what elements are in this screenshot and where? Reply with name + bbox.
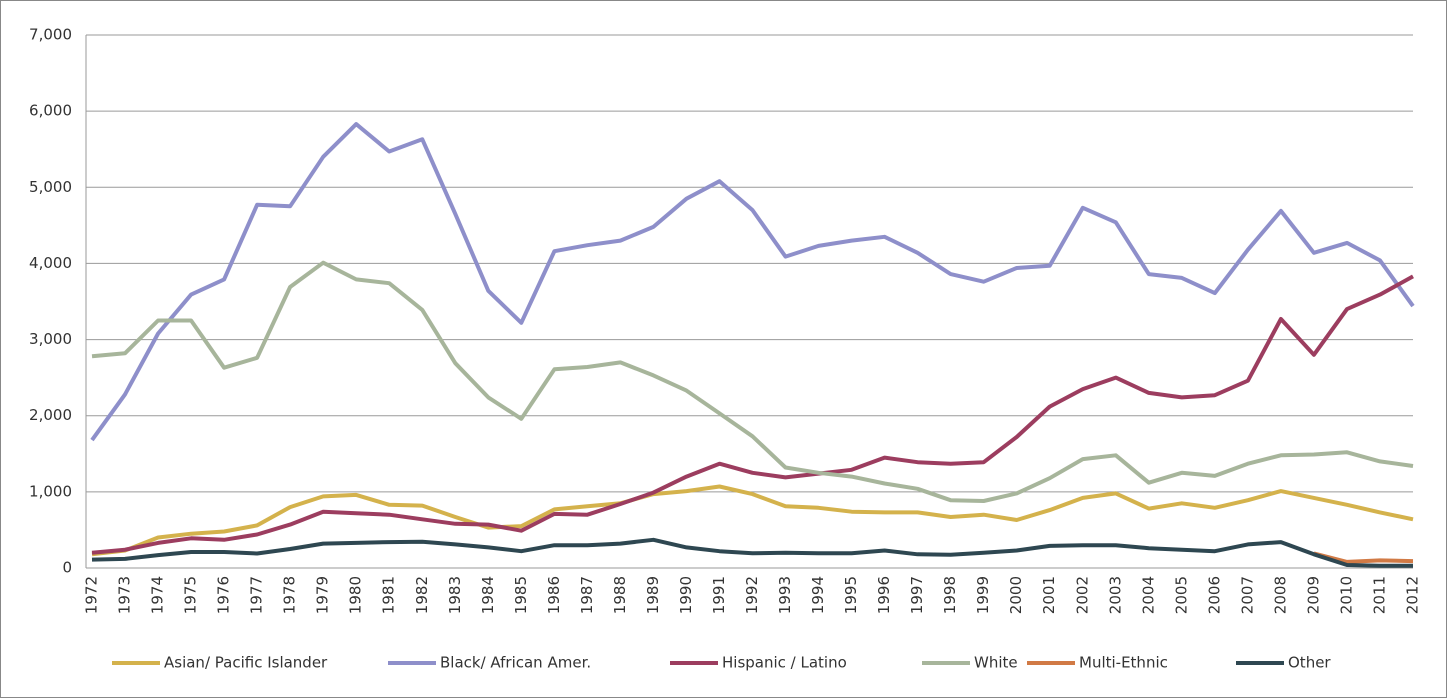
- x-tick-label: 1997: [908, 576, 926, 614]
- x-tick-label: 1984: [479, 576, 497, 614]
- x-tick-label: 1978: [281, 576, 299, 614]
- x-tick-label: 2006: [1205, 576, 1223, 614]
- x-tick-label: 1986: [545, 576, 563, 614]
- x-tick-label: 2004: [1139, 576, 1157, 614]
- series-line: [91, 484, 1414, 557]
- x-tick-label: 1973: [116, 576, 134, 614]
- x-tick-label: 1996: [875, 576, 893, 614]
- legend-label: Black/ African Amer.: [440, 654, 591, 672]
- y-tick-label: 4,000: [29, 254, 72, 272]
- x-tick-label: 1987: [578, 576, 596, 614]
- y-tick-label: 2,000: [29, 406, 72, 424]
- y-tick-label: 0: [62, 559, 72, 577]
- y-tick-label: 1,000: [29, 482, 72, 500]
- x-tick-label: 1988: [611, 576, 629, 614]
- series-line: [91, 537, 1413, 568]
- x-tick-label: 2009: [1304, 576, 1322, 614]
- x-tick-label: 1974: [149, 576, 167, 614]
- legend-label: Hispanic / Latino: [722, 654, 847, 672]
- x-tick-label: 2008: [1271, 576, 1289, 614]
- legend-label: White: [974, 654, 1018, 672]
- x-tick-label: 1976: [215, 576, 233, 614]
- legend-label: Asian/ Pacific Islander: [164, 654, 328, 672]
- y-tick-label: 3,000: [29, 330, 72, 348]
- x-tick-label: 1994: [809, 576, 827, 614]
- x-tick-label: 2010: [1337, 576, 1355, 614]
- x-tick-label: 1993: [776, 576, 794, 614]
- x-tick-label: 2003: [1106, 576, 1124, 614]
- x-tick-label: 1980: [347, 576, 365, 614]
- y-tick-label: 6,000: [29, 102, 72, 120]
- x-tick-label: 1975: [182, 576, 200, 614]
- x-tick-label: 2007: [1238, 576, 1256, 614]
- x-tick-label: 1982: [413, 576, 431, 614]
- x-tick-label: 2002: [1073, 576, 1091, 614]
- x-tick-label: 1977: [248, 576, 266, 614]
- x-tick-label: 2012: [1404, 576, 1422, 614]
- x-tick-label: 1992: [743, 576, 761, 614]
- y-tick-label: 5,000: [29, 178, 72, 196]
- x-tick-label: 1998: [941, 576, 959, 614]
- x-tick-label: 1972: [83, 576, 101, 614]
- x-tick-label: 1985: [512, 576, 530, 614]
- x-tick-label: 1995: [842, 576, 860, 614]
- legend-label: Other: [1288, 654, 1331, 672]
- x-tick-label: 1989: [644, 576, 662, 614]
- x-tick-label: 1999: [974, 576, 992, 614]
- x-tick-label: 1979: [314, 576, 332, 614]
- x-tick-label: 2005: [1172, 576, 1190, 614]
- series-line: [91, 260, 1414, 503]
- x-tick-label: 1981: [380, 576, 398, 614]
- legend-label: Multi-Ethnic: [1079, 654, 1168, 672]
- x-tick-label: 2000: [1007, 576, 1025, 614]
- x-tick-label: 2011: [1370, 576, 1388, 614]
- series-line: [91, 274, 1414, 555]
- x-tick-label: 2001: [1040, 576, 1058, 614]
- y-tick-label: 7,000: [29, 26, 72, 44]
- x-tick-label: 1983: [446, 576, 464, 614]
- series-line: [90, 122, 1415, 442]
- x-tick-label: 1990: [677, 576, 695, 614]
- x-tick-label: 1991: [710, 576, 728, 614]
